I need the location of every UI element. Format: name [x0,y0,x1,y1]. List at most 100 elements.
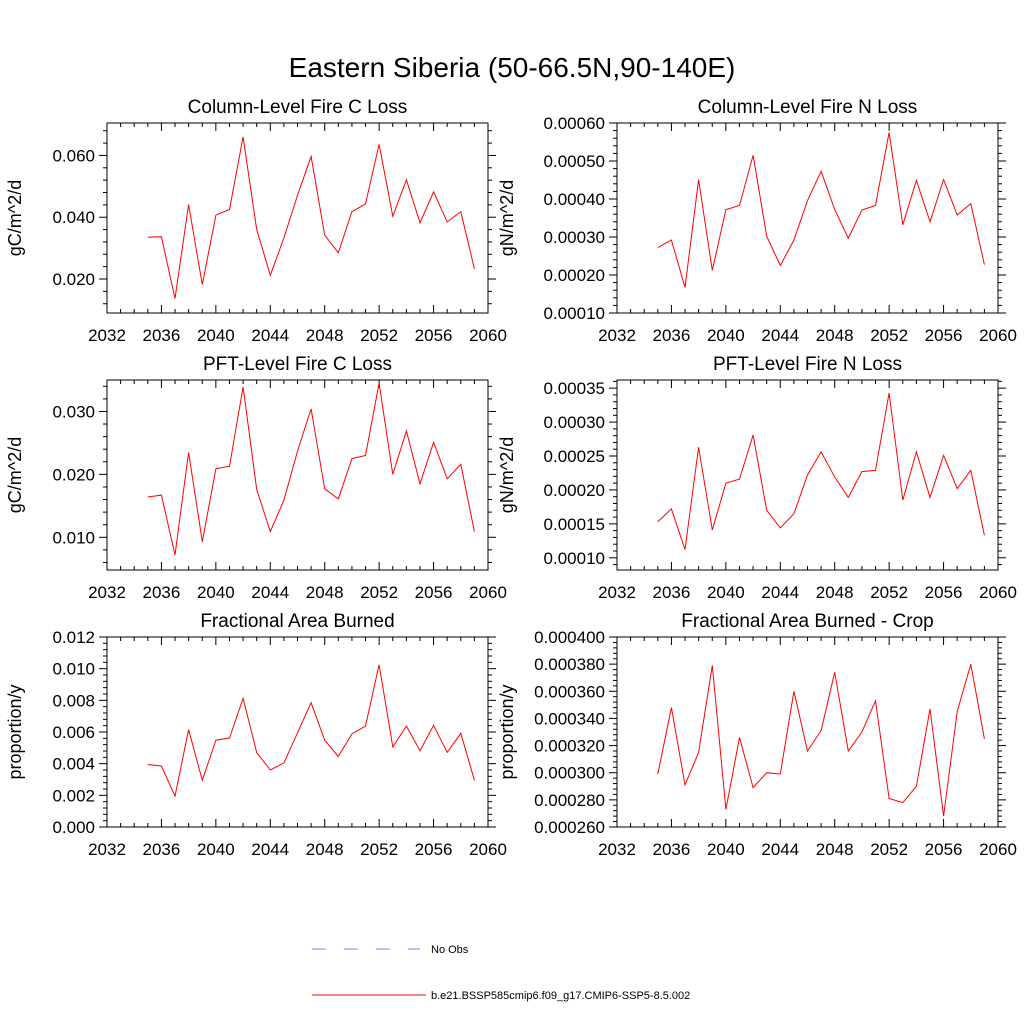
chart-panel: Column-Level Fire N Loss 2032 2036 2040 2044… [497,97,1017,345]
y-tick-label: 0.020 [52,465,95,484]
y-tick-label: 0.006 [52,723,95,742]
x-tick-label: 2056 [415,326,453,345]
x-tick-label: 2040 [707,326,745,345]
x-tick-label: 2036 [653,840,691,859]
y-axis-label: gC/m^2/d [5,180,25,256]
x-tick-label: 2060 [979,326,1017,345]
x-tick-label: 2056 [925,840,963,859]
x-tick-label: 2032 [88,840,126,859]
y-tick-label: 0.00060 [544,114,605,133]
x-tick-label: 2032 [598,326,636,345]
x-tick-label: 2052 [360,840,398,859]
x-tick-label: 2052 [870,583,908,602]
y-tick-label: 0.040 [52,208,95,227]
panel-title: PFT-Level Fire N Loss [713,354,902,375]
y-tick-label: 0.000340 [534,709,605,728]
legend-obs-label: No Obs [431,944,469,956]
x-tick-label: 2036 [143,840,181,859]
x-tick-label: 2044 [761,326,799,345]
x-tick-label: 2040 [707,583,745,602]
y-tick-label: 0.002 [52,786,95,805]
y-tick-label: 0.00025 [544,447,605,466]
x-tick-label: 2056 [415,840,453,859]
y-tick-label: 0.000260 [534,818,605,837]
y-tick-label: 0.00030 [544,413,605,432]
x-tick-label: 2044 [761,840,799,859]
x-tick-label: 2052 [870,840,908,859]
x-tick-label: 2052 [870,326,908,345]
panel-title: Fractional Area Burned [200,611,394,632]
y-axis-label: gN/m^2/d [497,437,517,513]
x-tick-label: 2056 [925,326,963,345]
x-tick-label: 2040 [197,583,235,602]
x-tick-label: 2036 [653,583,691,602]
x-tick-label: 2044 [761,583,799,602]
chart-panel: PFT-Level Fire C Loss 2032 2036 2040 2044 204… [5,354,507,602]
plot-frame [106,379,489,571]
x-tick-label: 2044 [251,840,289,859]
chart-panel: PFT-Level Fire N Loss 2032 2036 2040 2044 204… [497,354,1017,602]
panel-title: PFT-Level Fire C Loss [203,354,392,375]
panel-title: Fractional Area Burned - Crop [681,611,933,632]
y-axis-label: proportion/y [5,684,25,779]
panel-title: Column-Level Fire N Loss [698,97,918,118]
x-tick-label: 2060 [469,840,507,859]
chart-panel: Fractional Area Burned - Crop 2032 2036 204… [497,611,1017,859]
y-tick-label: 0.060 [52,146,95,165]
x-tick-label: 2048 [816,583,854,602]
y-tick-label: 0.00010 [544,304,605,323]
y-tick-label: 0.010 [52,660,95,679]
y-tick-label: 0.00010 [544,549,605,568]
x-tick-label: 2056 [415,583,453,602]
y-tick-label: 0.00040 [544,190,605,209]
x-tick-label: 2036 [143,326,181,345]
y-axis-label: gC/m^2/d [5,437,25,513]
x-tick-label: 2048 [306,840,344,859]
x-tick-label: 2040 [197,840,235,859]
x-tick-label: 2044 [251,583,289,602]
series-line [657,132,985,288]
x-tick-label: 2036 [143,583,181,602]
x-tick-label: 2052 [360,326,398,345]
x-tick-label: 2032 [88,583,126,602]
chart-panel: Fractional Area Burned 2032 2036 2040 2044 20… [5,611,507,859]
y-tick-label: 0.008 [52,691,95,710]
x-tick-label: 2052 [360,583,398,602]
y-tick-label: 0.000300 [534,764,605,783]
x-tick-label: 2048 [816,840,854,859]
x-tick-label: 2056 [925,583,963,602]
plot-frame [616,122,999,314]
y-tick-label: 0.004 [52,755,95,774]
y-tick-label: 0.000400 [534,628,605,647]
panel-title: Column-Level Fire C Loss [188,97,408,118]
x-tick-label: 2032 [598,583,636,602]
y-tick-label: 0.000 [52,818,95,837]
y-tick-label: 0.000280 [534,791,605,810]
figure-title: Eastern Siberia (50-66.5N,90-140E) [289,52,736,83]
y-tick-label: 0.000320 [534,737,605,756]
x-tick-label: 2032 [88,326,126,345]
plot-frame [616,636,999,828]
x-tick-label: 2048 [816,326,854,345]
x-tick-label: 2036 [653,326,691,345]
y-tick-label: 0.00030 [544,228,605,247]
y-tick-label: 0.012 [52,628,95,647]
x-tick-label: 2060 [469,583,507,602]
y-tick-label: 0.020 [52,270,95,289]
y-tick-label: 0.00020 [544,266,605,285]
y-tick-label: 0.00050 [544,152,605,171]
y-tick-label: 0.030 [52,402,95,421]
x-tick-label: 2040 [707,840,745,859]
y-tick-label: 0.000380 [534,655,605,674]
legend: No Obs b.e21.BSSP585cmip6.f09_g17.CMIP6-… [312,944,690,1002]
x-tick-label: 2048 [306,583,344,602]
y-tick-label: 0.000360 [534,682,605,701]
series-line [147,664,475,798]
x-tick-label: 2048 [306,326,344,345]
y-tick-label: 0.00035 [544,379,605,398]
series-line [147,136,475,299]
series-line [147,383,475,556]
x-tick-label: 2060 [979,583,1017,602]
legend-model-label: b.e21.BSSP585cmip6.f09_g17.CMIP6-SSP5-8.… [431,990,690,1002]
